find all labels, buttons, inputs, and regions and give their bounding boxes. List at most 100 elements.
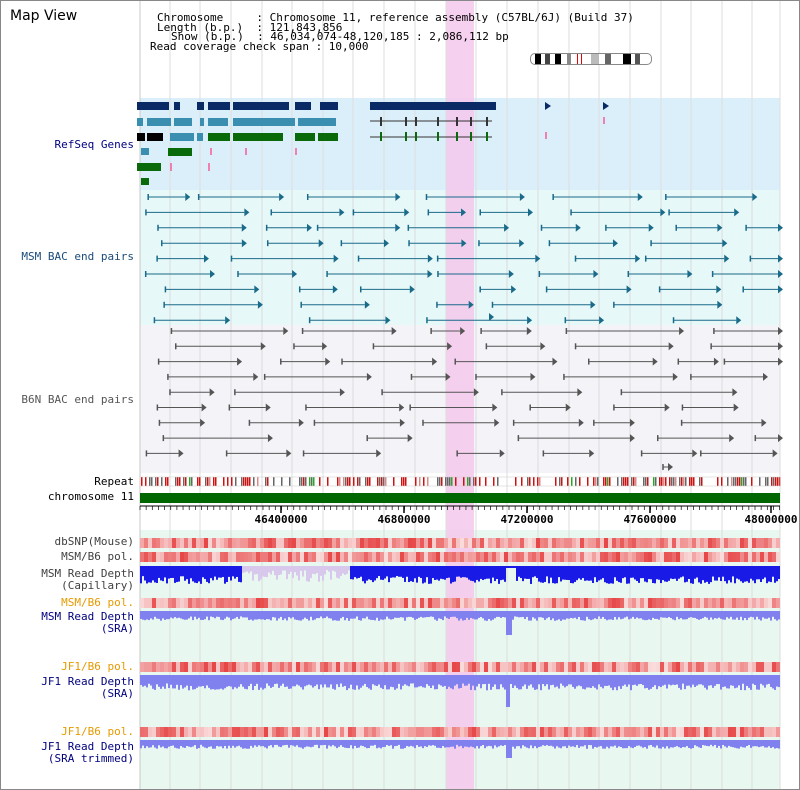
dbsnp-density xyxy=(748,538,752,548)
jf1-b6-pol-density xyxy=(432,662,436,672)
jf1-read-depth-sra-bar xyxy=(334,675,336,690)
dbsnp-density xyxy=(380,538,384,548)
msm-read-depth-sra-bar xyxy=(498,611,500,617)
dbsnp-density xyxy=(508,538,512,548)
msm-b6-pol-density xyxy=(732,552,736,562)
jf1-read-depth-sra-bar xyxy=(254,675,256,687)
jf1-read-depth-trim-bar xyxy=(486,740,488,747)
msm-b6-pol-density xyxy=(256,552,260,562)
jf1-b6-pol-density xyxy=(700,662,704,672)
msm-read-depth-sra-bar xyxy=(198,611,200,618)
repeat-mark xyxy=(289,477,291,486)
msm-read-depth-sra-bar xyxy=(626,611,628,617)
msm-read-depth-cap-bar xyxy=(320,566,322,576)
msm-read-depth-sra-bar xyxy=(692,611,694,618)
msm-b6-pol-density-2 xyxy=(444,598,448,608)
b6n-bac-pair-end xyxy=(399,403,405,412)
msm-read-depth-cap-bar xyxy=(446,566,448,579)
jf1-b6-pol-density-2 xyxy=(720,727,724,737)
msm-read-depth-sra-bar xyxy=(594,611,596,619)
msm-b6-pol-density xyxy=(616,552,620,562)
msm-read-depth-sra-bar xyxy=(312,611,314,621)
jf1-read-depth-sra-bar xyxy=(506,675,508,707)
dbsnp-density xyxy=(612,538,616,548)
repeat-mark xyxy=(447,477,449,486)
gene-exon xyxy=(470,117,472,126)
msm-read-depth-cap-bar xyxy=(364,566,366,584)
jf1-read-depth-trim-bar xyxy=(270,740,272,746)
jf1-read-depth-sra-bar xyxy=(748,675,750,688)
msm-read-depth-cap-bar xyxy=(298,566,300,581)
dbsnp-density xyxy=(360,538,364,548)
jf1-read-depth-trim-bar xyxy=(520,740,522,749)
jf1-read-depth-sra-bar xyxy=(728,675,730,689)
msm-bac-pair-end xyxy=(210,270,216,278)
msm-bac-pair-end xyxy=(599,316,605,325)
jf1-b6-pol-density-2 xyxy=(696,727,700,737)
msm-read-depth-sra-bar xyxy=(242,611,244,618)
gene-exon xyxy=(141,178,149,185)
gene-exon xyxy=(137,133,145,141)
msm-read-depth-sra-bar xyxy=(766,611,768,619)
jf1-read-depth-trim-bar xyxy=(618,740,620,747)
msm-read-depth-cap-bar xyxy=(386,566,388,577)
msm-read-depth-cap-bar xyxy=(426,566,428,578)
repeat-mark xyxy=(529,477,531,486)
jf1-read-depth-sra-bar xyxy=(554,675,556,688)
msm-read-depth-cap-bar xyxy=(246,566,248,572)
msm-read-depth-cap-bar xyxy=(744,566,746,582)
msm-read-depth-cap-bar xyxy=(618,566,620,583)
msm-read-depth-cap-bar xyxy=(492,566,494,578)
jf1-b6-pol-density-2 xyxy=(328,727,332,737)
msm-read-depth-sra-bar xyxy=(770,611,772,621)
gene-exon xyxy=(470,132,472,141)
msm-read-depth-cap-bar xyxy=(558,566,560,578)
msm-bac-label[interactable]: MSM BAC end pairs xyxy=(21,250,134,263)
repeat-mark xyxy=(243,477,245,486)
jf1-read-depth-trim-bar xyxy=(712,740,714,747)
repeat-mark xyxy=(247,477,249,486)
jf1-read-depth-trim-bar xyxy=(330,740,332,747)
jf1-b6-pol-density xyxy=(604,662,608,672)
jf1-read-depth-sra-bar xyxy=(370,675,372,690)
jf1-read-depth-sra-bar xyxy=(382,675,384,689)
jf1-read-depth-trim-bar xyxy=(262,740,264,747)
jf1-read-depth-sra-bar xyxy=(166,675,168,684)
repeat-mark xyxy=(155,477,157,486)
msm-read-depth-cap-bar xyxy=(284,566,286,571)
msm-read-depth-cap-bar xyxy=(720,566,722,582)
msm-b6-pol-density-2 xyxy=(352,598,356,608)
refseq-label[interactable]: RefSeq Genes xyxy=(54,138,134,151)
chromosome-ideogram[interactable] xyxy=(530,53,652,65)
jf1-read-depth-trim-bar xyxy=(294,740,296,747)
msm-read-depth-sra-bar xyxy=(234,611,236,619)
jf1-b6-pol-density xyxy=(460,662,464,672)
selection-highlight[interactable] xyxy=(446,0,474,790)
msm-bac-pair-end xyxy=(306,223,312,232)
msm-b6-pol-density xyxy=(684,552,688,562)
jf1-read-depth-trim-bar xyxy=(490,740,492,747)
jf1-read-depth-sra-bar xyxy=(406,675,408,686)
jf1-b6-pol-density xyxy=(272,662,276,672)
repeat-mark xyxy=(347,477,349,486)
msm-b6-pol-density-2 xyxy=(384,598,388,608)
gene-exon xyxy=(174,118,192,126)
jf1-b6-pol-density-2 xyxy=(616,727,620,737)
msm-b6-pol-density xyxy=(652,552,656,562)
jf1-b6-pol-density xyxy=(388,662,392,672)
repeat-mark xyxy=(383,477,385,486)
repeat-mark xyxy=(377,477,379,486)
msm-read-depth-sra-bar xyxy=(686,611,688,620)
msm-read-depth-cap-bar xyxy=(340,566,342,576)
msm-b6-pol-density-2 xyxy=(748,598,752,608)
b6n-bac-label[interactable]: B6N BAC end pairs xyxy=(21,393,134,406)
b6n-bac-pair-end xyxy=(322,342,328,351)
jf1-b6-pol-density-2 xyxy=(296,727,300,737)
jf1-read-depth-trim-bar xyxy=(416,740,418,746)
jf1-read-depth-trim-bar xyxy=(306,740,308,747)
msm-read-depth-cap-bar xyxy=(286,566,288,580)
repeat-mark xyxy=(737,477,739,486)
msm-b6-pol-density-2 xyxy=(716,598,720,608)
jf1-read-depth-sra-bar xyxy=(514,675,516,686)
msm-read-depth-sra-bar xyxy=(322,611,324,619)
